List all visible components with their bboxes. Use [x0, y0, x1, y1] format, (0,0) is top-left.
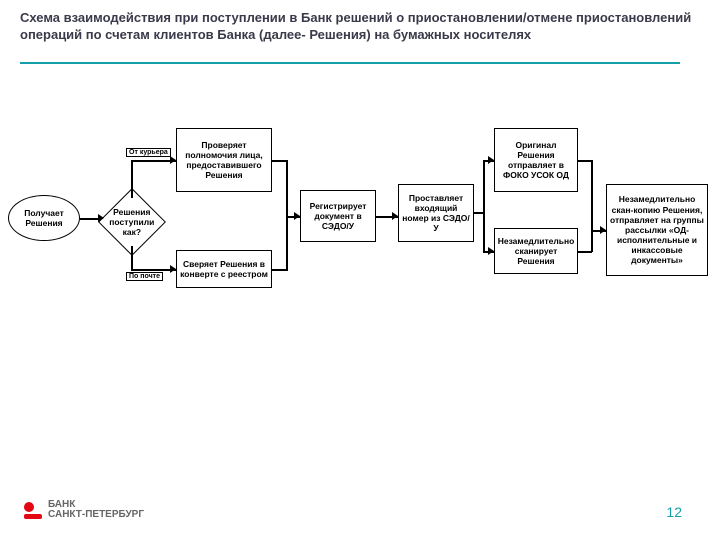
- edge: [272, 269, 288, 271]
- node-assign-number: Проставляет входящий номер из СЭДО/У: [398, 184, 474, 242]
- edge: [578, 160, 592, 162]
- edge-label-courier: От курьера: [126, 148, 171, 157]
- arrow-icon: [392, 212, 398, 220]
- node-check-authority: Проверяет полномочия лица, предоставивше…: [176, 128, 272, 192]
- edge-label-mail: По почте: [126, 272, 163, 281]
- arrow-icon: [170, 156, 176, 164]
- node-send-original: Оригинал Решения отправляет в ФОКО УСОК …: [494, 128, 578, 192]
- edge: [483, 160, 485, 252]
- node-label: Регистрирует документ в СЭДО/У: [304, 201, 372, 232]
- edge: [131, 160, 133, 198]
- page-number: 12: [666, 504, 682, 520]
- logo-mark-icon: [24, 502, 42, 519]
- node-label: Незамедлительно скан-копию Решения, отпр…: [610, 194, 704, 265]
- node-distribute: Незамедлительно скан-копию Решения, отпр…: [606, 184, 708, 276]
- bank-logo: БАНК САНКТ-ПЕТЕРБУРГ: [24, 500, 144, 520]
- node-scan: Незамедлительно сканирует Решения: [494, 228, 578, 274]
- arrow-icon: [294, 212, 300, 220]
- logo-text: БАНК САНКТ-ПЕТЕРБУРГ: [48, 500, 144, 520]
- edge: [131, 246, 133, 270]
- arrow-icon: [488, 156, 494, 164]
- edge: [286, 160, 288, 270]
- flowchart: Получает Решения Решения поступили как? …: [0, 100, 720, 360]
- arrow-icon: [488, 247, 494, 255]
- edge: [591, 160, 593, 252]
- arrow-icon: [170, 265, 176, 273]
- arrow-icon: [600, 226, 606, 234]
- node-label: Оригинал Решения отправляет в ФОКО УСОК …: [498, 140, 574, 181]
- node-register: Регистрирует документ в СЭДО/У: [300, 190, 376, 242]
- node-label: Незамедлительно сканирует Решения: [498, 236, 575, 267]
- edge: [578, 251, 592, 253]
- title-underline: [20, 62, 680, 64]
- node-label: Проверяет полномочия лица, предоставивше…: [180, 140, 268, 181]
- edge: [80, 218, 100, 220]
- node-label: Получает Решения: [12, 208, 76, 228]
- node-label: Проставляет входящий номер из СЭДО/У: [402, 193, 470, 234]
- page-title: Схема взаимодействия при поступлении в Б…: [20, 10, 700, 44]
- arrow-icon: [98, 214, 104, 222]
- node-start: Получает Решения: [8, 195, 80, 241]
- node-label: Решения поступили как?: [109, 207, 155, 238]
- node-verify-envelope: Сверяет Решения в конверте с реестром: [176, 250, 272, 288]
- node-label: Сверяет Решения в конверте с реестром: [180, 259, 268, 279]
- logo-line2: САНКТ-ПЕТЕРБУРГ: [48, 510, 144, 520]
